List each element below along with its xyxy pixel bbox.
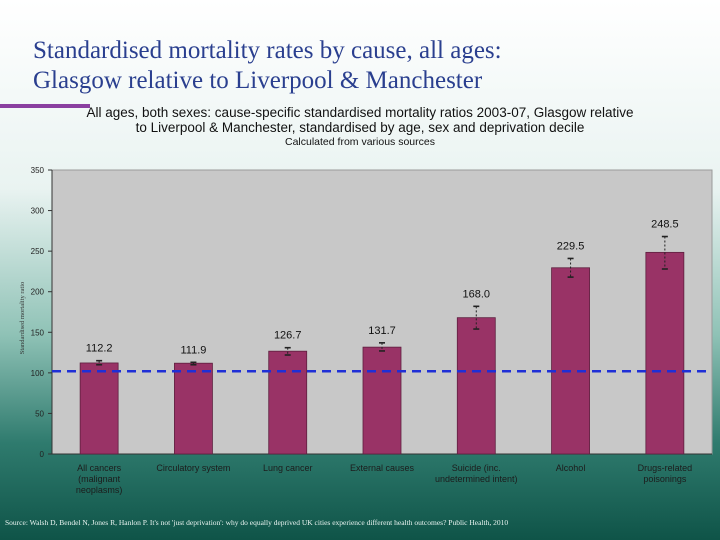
data-label: 168.0	[463, 288, 491, 300]
bar	[174, 362, 213, 455]
data-label: 248.5	[651, 219, 679, 231]
bar	[645, 251, 685, 455]
accent-bar	[0, 104, 90, 108]
chart-title-line-2: to Liverpool & Manchester, standardised …	[135, 120, 585, 135]
y-tick-label: 200	[31, 288, 45, 297]
y-axis-label: Standardised mortality ratio	[19, 282, 26, 355]
x-tick-label: Alcohol	[556, 463, 586, 473]
bar	[456, 317, 496, 455]
slide-title-line-2: Glasgow relative to Liverpool & Manchest…	[33, 67, 483, 94]
data-label: 111.9	[180, 344, 206, 356]
y-tick-label: 0	[40, 450, 45, 459]
bar	[362, 346, 402, 455]
chart-title-line-1: All ages, both sexes: cause-specific sta…	[86, 105, 634, 120]
data-label: 229.5	[557, 240, 585, 252]
x-tick-label: Drugs-related	[638, 463, 693, 473]
y-tick-label: 250	[31, 247, 45, 256]
slide-title-line-1: Standardised mortality rates by cause, a…	[33, 37, 502, 64]
y-tick-label: 100	[31, 369, 45, 378]
x-tick-label: All cancers	[77, 463, 122, 473]
chart-subtitle: Calculated from various sources	[285, 136, 435, 148]
x-tick-label: neoplasms)	[76, 485, 123, 495]
x-tick-label: Lung cancer	[263, 463, 313, 473]
y-tick-label: 300	[31, 207, 45, 216]
x-tick-label: External causes	[350, 463, 415, 473]
x-tick-label: poisonings	[643, 474, 687, 484]
x-tick-label: Circulatory system	[156, 463, 230, 473]
y-tick-label: 50	[35, 409, 44, 418]
x-tick-label: Suicide (inc.	[452, 463, 501, 473]
bar	[268, 350, 308, 455]
data-label: 112.2	[86, 343, 113, 355]
slide-title: Standardised mortality rates by cause, a…	[33, 36, 693, 96]
bar	[79, 362, 119, 455]
data-label: 126.7	[274, 330, 302, 342]
data-label: 131.7	[368, 325, 396, 337]
y-tick-label: 350	[31, 166, 45, 175]
y-tick-label: 150	[31, 328, 45, 337]
bar	[551, 267, 590, 455]
chart-title: All ages, both sexes: cause-specific sta…	[60, 105, 660, 149]
x-tick-label: undetermined intent)	[435, 474, 518, 484]
x-tick-label: (malignant	[78, 474, 121, 484]
source-citation: Source: Walsh D, Bendel N, Jones R, Hanl…	[5, 518, 509, 527]
